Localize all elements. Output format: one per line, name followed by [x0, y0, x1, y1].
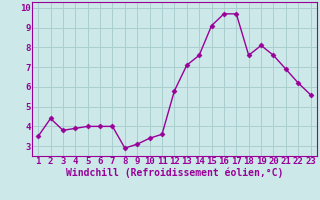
X-axis label: Windchill (Refroidissement éolien,°C): Windchill (Refroidissement éolien,°C): [66, 168, 283, 178]
